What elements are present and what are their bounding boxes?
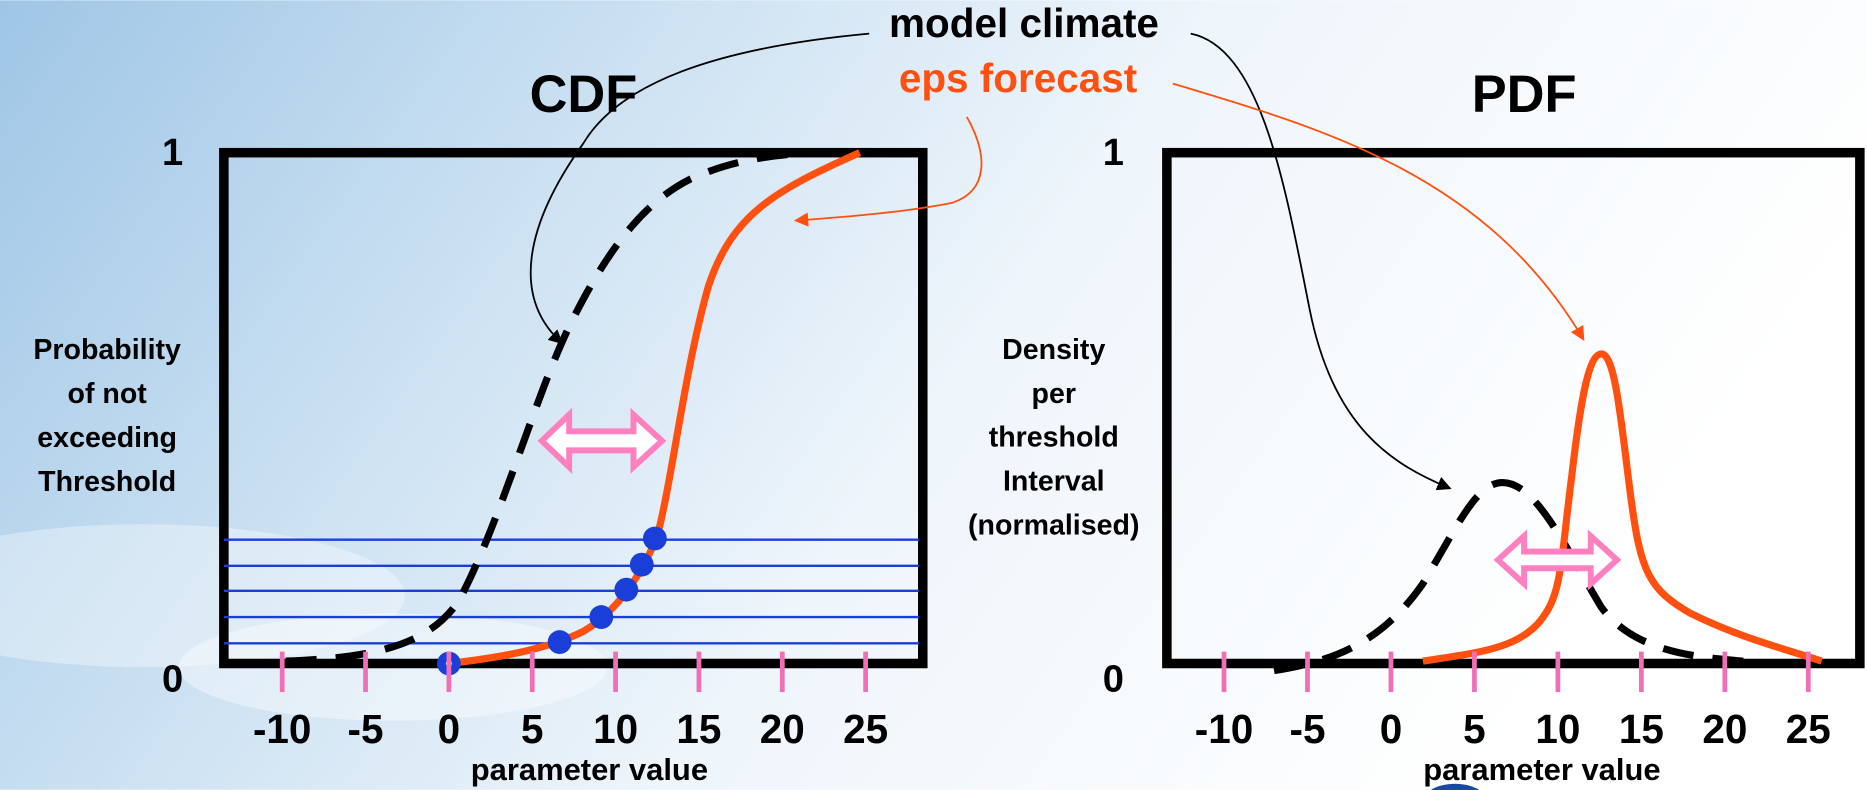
- x-tick-label: 0: [1380, 706, 1403, 752]
- model-climate-pdf: [1273, 478, 1757, 675]
- logo: [1430, 783, 1480, 790]
- x-axis-label: parameter value: [471, 752, 708, 787]
- annotation-arrow: [793, 116, 983, 227]
- model-climate-label: model climate: [889, 0, 1159, 46]
- y-axis-label: of not: [68, 378, 148, 410]
- y-axis-label: Threshold: [38, 466, 176, 498]
- x-tick-label: 25: [1786, 706, 1831, 752]
- y-axis-label: per: [1032, 378, 1076, 410]
- annotation-arrow: [1172, 82, 1585, 341]
- x-tick-label: 20: [760, 706, 805, 752]
- x-tick-label: 20: [1702, 706, 1747, 752]
- y-axis-label: exceeding: [37, 422, 177, 454]
- y-top-label: 1: [162, 132, 183, 174]
- y-axis-label: threshold: [989, 422, 1119, 454]
- eps-forecast-label: eps forecast: [899, 55, 1137, 101]
- y-axis-label: (normalised): [968, 509, 1139, 541]
- x-tick-label: 10: [593, 706, 638, 752]
- y-bottom-label: 0: [1103, 658, 1124, 700]
- x-tick-label: 10: [1535, 706, 1580, 752]
- x-tick-label: 15: [676, 706, 721, 752]
- annotation-arrow: [1190, 32, 1452, 491]
- pdf-frame: [1162, 147, 1865, 669]
- model-climate-cdf: [285, 149, 834, 665]
- x-tick-label: 15: [1619, 706, 1664, 752]
- threshold-points: [436, 526, 667, 676]
- x-axis-label: parameter value: [1423, 752, 1660, 787]
- cdf-frame: [219, 147, 928, 669]
- threshold-lines: [223, 538, 920, 645]
- shift-arrow: [1493, 529, 1622, 591]
- y-axis-label: Density: [1002, 334, 1105, 366]
- cloud: [0, 524, 405, 668]
- x-tick-label: 25: [843, 706, 888, 752]
- panel-title: CDF: [530, 66, 638, 124]
- x-tick-label: -5: [1290, 706, 1326, 752]
- y-bottom-label: 0: [162, 658, 183, 700]
- annotation-arrow: [529, 32, 870, 345]
- panel-title: PDF: [1472, 66, 1577, 124]
- x-tick-label: -10: [253, 706, 312, 752]
- x-tick-label: -10: [1195, 706, 1254, 752]
- y-axis-label: Probability: [33, 334, 181, 366]
- x-tick-label: 5: [521, 706, 544, 752]
- x-tick-label: 0: [438, 706, 461, 752]
- shift-arrow: [537, 407, 667, 475]
- eps-forecast-pdf: [1422, 350, 1823, 665]
- y-top-label: 1: [1103, 132, 1124, 174]
- x-tick-label: 5: [1463, 706, 1486, 752]
- y-axis-label: Interval: [1003, 466, 1105, 498]
- x-tick-label: -5: [348, 706, 384, 752]
